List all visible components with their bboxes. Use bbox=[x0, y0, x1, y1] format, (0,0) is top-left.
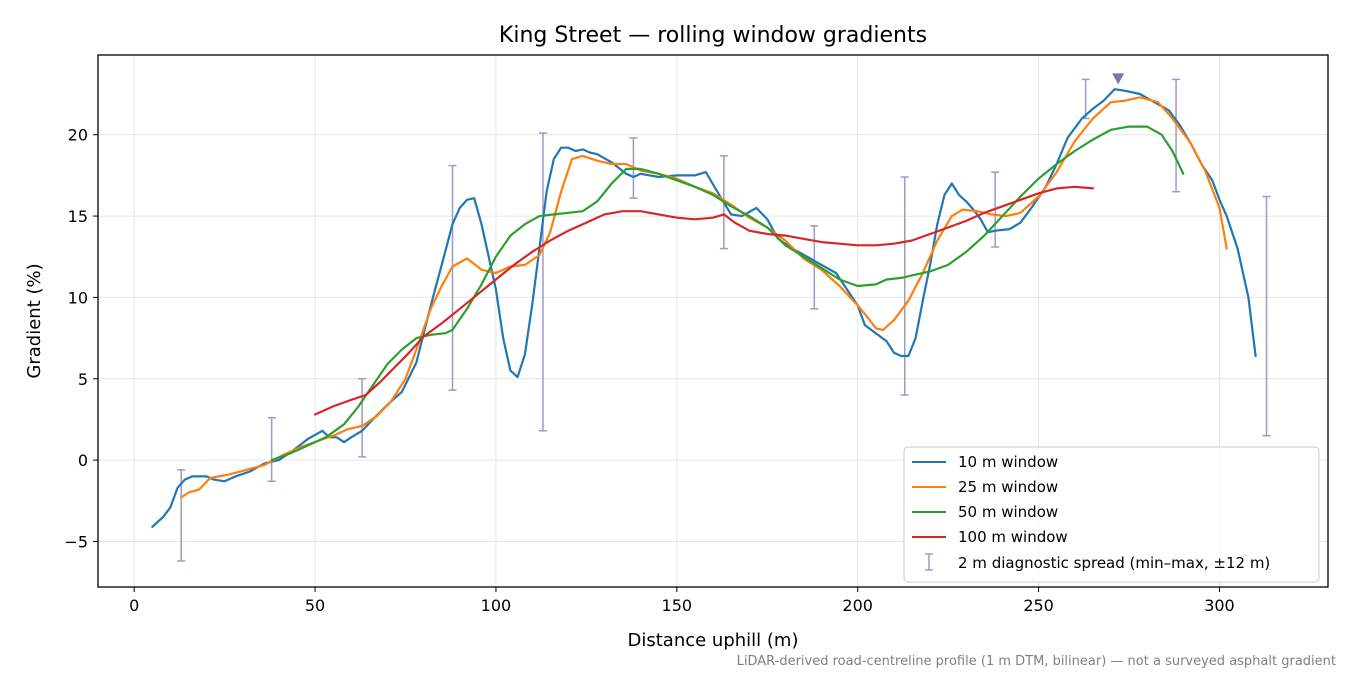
plot-frame bbox=[97, 54, 1329, 588]
y-tick-label: 15 bbox=[68, 207, 88, 226]
x-tick-label: 0 bbox=[129, 596, 139, 615]
y-axis-label: Gradient (%) bbox=[24, 263, 45, 378]
legend: 10 m window 25 m window 50 m window 100 … bbox=[903, 446, 1320, 583]
x-tick-label: 150 bbox=[662, 596, 693, 615]
legend-label-50m: 50 m window bbox=[958, 503, 1058, 521]
legend-label-25m: 25 m window bbox=[958, 478, 1058, 496]
axis-ticks: 0 50 100 150 200 250 300 −5 0 5 10 15 20 bbox=[64, 126, 1234, 615]
y-tick-label: 5 bbox=[78, 370, 88, 389]
error-bar bbox=[1262, 195, 1271, 437]
series-lines bbox=[151, 88, 1257, 528]
grid bbox=[98, 55, 1328, 587]
error-bar bbox=[1172, 78, 1181, 193]
chart-title: King Street — rolling window gradients bbox=[499, 23, 927, 48]
peak-marker bbox=[1112, 73, 1125, 85]
series-50m-line bbox=[270, 125, 1185, 462]
footnote: LiDAR-derived road-centreline profile (1… bbox=[737, 654, 1336, 669]
error-bar bbox=[538, 132, 547, 432]
peak-marker-triangle bbox=[1112, 73, 1125, 85]
x-tick-label: 200 bbox=[842, 596, 873, 615]
x-tick-label: 300 bbox=[1204, 596, 1235, 615]
legend-label-10m: 10 m window bbox=[958, 453, 1058, 471]
y-tick-label: −5 bbox=[64, 532, 88, 551]
x-tick-label: 100 bbox=[481, 596, 512, 615]
legend-box bbox=[903, 446, 1320, 583]
error-bar bbox=[267, 417, 276, 483]
error-bar bbox=[900, 176, 909, 396]
series-100m-line bbox=[314, 185, 1095, 416]
x-axis-label: Distance uphill (m) bbox=[628, 630, 799, 651]
y-tick-label: 0 bbox=[78, 451, 88, 470]
y-tick-label: 10 bbox=[68, 288, 88, 307]
x-tick-label: 50 bbox=[305, 596, 325, 615]
y-tick-label: 20 bbox=[68, 126, 88, 145]
error-bar bbox=[448, 164, 457, 391]
legend-label-100m: 100 m window bbox=[958, 528, 1068, 546]
x-tick-label: 250 bbox=[1023, 596, 1054, 615]
error-bar bbox=[810, 225, 819, 310]
error-bar bbox=[358, 378, 367, 458]
legend-label-error-bars: 2 m diagnostic spread (min–max, ±12 m) bbox=[958, 554, 1270, 572]
legend-swatch-error-bar bbox=[925, 553, 933, 571]
